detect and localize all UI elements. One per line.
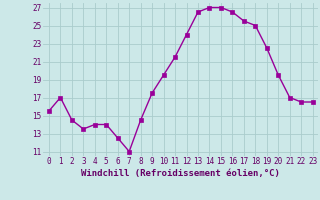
X-axis label: Windchill (Refroidissement éolien,°C): Windchill (Refroidissement éolien,°C) xyxy=(81,169,280,178)
